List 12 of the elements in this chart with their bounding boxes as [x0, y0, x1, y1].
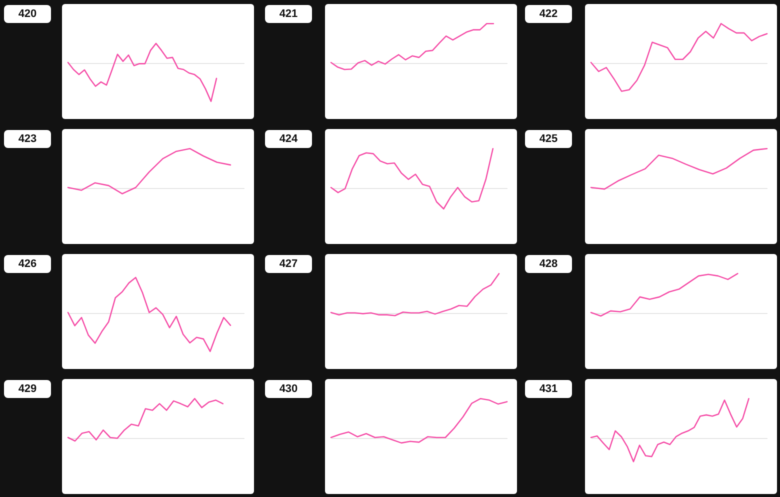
- chart-title: 430: [265, 380, 312, 398]
- chart-title: 425: [525, 130, 572, 148]
- chart-title: 428: [525, 255, 572, 273]
- chart-title: 427: [265, 255, 312, 273]
- chart-title: 421: [265, 5, 312, 23]
- chart-title: 426: [4, 255, 51, 273]
- chart-title: 420: [4, 5, 51, 23]
- chart-title: 422: [525, 5, 572, 23]
- chart-title: 424: [265, 130, 312, 148]
- chart-title: 429: [4, 380, 51, 398]
- chart-title: 431: [525, 380, 572, 398]
- chart-title: 423: [4, 130, 51, 148]
